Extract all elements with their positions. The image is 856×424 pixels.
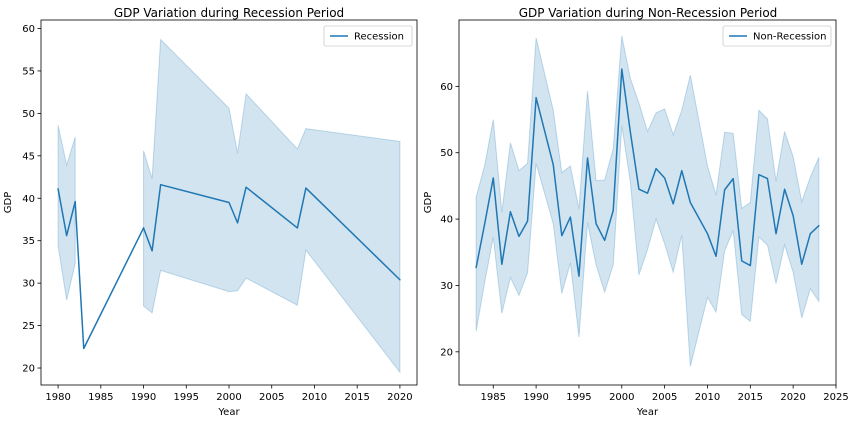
x-tick-label: 2020 [780, 392, 805, 403]
y-tick-label: 50 [440, 148, 453, 159]
y-tick-label: 45 [22, 151, 35, 162]
series-line-segment-1 [475, 68, 820, 277]
legend-label: Recession [354, 32, 404, 43]
confidence-band-1 [475, 35, 820, 367]
chart-panel-1: 1980 1985 1990 1995 2000 2005 2010 2015 20202025… [3, 6, 418, 418]
chart-title: GDP Variation during Recession Period [114, 6, 344, 20]
x-tick-label: 2010 [302, 392, 327, 403]
x-tick-label: 1990 [131, 392, 156, 403]
legend-box [323, 25, 413, 47]
legend: Recession [323, 25, 413, 47]
chart-title: GDP Variation during Non-Recession Perio… [519, 6, 778, 20]
y-axis-label: GDP [3, 192, 14, 213]
y-tick-label: 30 [440, 281, 453, 292]
y-tick-label: 20 [22, 364, 35, 375]
x-tick-label: 2010 [695, 392, 720, 403]
legend: Non-Recession [722, 25, 832, 47]
chart-panel-2: 1985 1990 1995 2000 2005 2010 2015 2020 20252030… [423, 6, 849, 418]
y-tick-label: 40 [22, 194, 35, 205]
plot-area [475, 35, 820, 367]
x-tick-label: 1985 [481, 392, 506, 403]
legend-label: Non-Recession [753, 32, 827, 43]
confidence-band-1 [57, 125, 76, 301]
y-tick-label: 35 [22, 236, 35, 247]
x-tick-label: 1985 [88, 392, 113, 403]
axes-frame [458, 19, 837, 386]
x-tick-label: 2005 [259, 392, 284, 403]
x-axis-label: Year [636, 407, 659, 418]
x-tick-label: 2015 [344, 392, 369, 403]
y-tick-label: 60 [440, 82, 453, 93]
x-tick-label: 2005 [652, 392, 677, 403]
series-line-connector [74, 200, 145, 350]
series-line-segment-1 [57, 188, 76, 237]
x-tick-label: 1980 [45, 392, 70, 403]
y-tick-label: 55 [22, 66, 35, 77]
confidence-band-3 [143, 38, 401, 374]
x-tick-label: 2000 [216, 392, 241, 403]
y-tick-label: 40 [440, 215, 453, 226]
x-tick-label: 1995 [174, 392, 199, 403]
plot-area [57, 38, 401, 374]
legend-box [722, 25, 832, 47]
x-tick-label: 1995 [566, 392, 591, 403]
x-axis-label: Year [217, 407, 240, 418]
x-tick-label: 2015 [738, 392, 763, 403]
y-tick-label: 60 [22, 24, 35, 35]
x-tick-label: 2025 [823, 392, 848, 403]
x-tick-label: 2020 [387, 392, 412, 403]
y-tick-label: 25 [22, 321, 35, 332]
x-tick-label: 1990 [523, 392, 548, 403]
y-tick-label: 20 [440, 347, 453, 358]
y-tick-label: 30 [22, 279, 35, 290]
y-axis-label: GDP [423, 192, 434, 213]
y-tick-label: 50 [22, 109, 35, 120]
x-tick-label: 2000 [609, 392, 634, 403]
series-line-segment-3 [142, 183, 401, 281]
